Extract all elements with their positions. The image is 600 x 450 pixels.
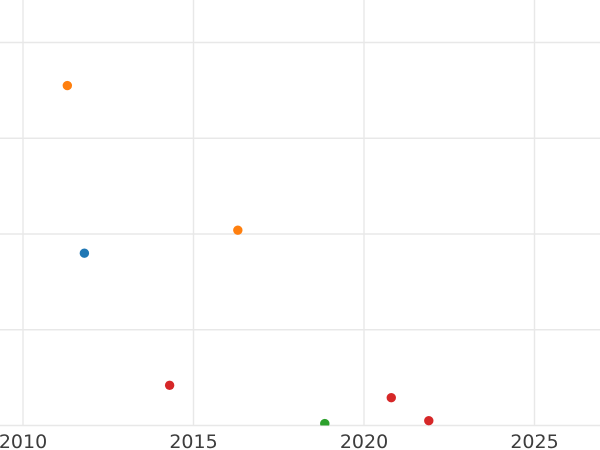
scatter-point-orange	[62, 80, 73, 91]
scatter-point-red	[424, 416, 434, 426]
y-gridlines	[0, 41, 600, 427]
scatter-point-orange	[233, 225, 243, 235]
x-tick-label: 2010	[0, 431, 47, 450]
x-tick-label: 2020	[340, 431, 388, 450]
x-tick-label: 2015	[169, 431, 217, 450]
scatter-points	[62, 80, 434, 426]
scatter-point-red	[164, 380, 175, 390]
scatter-point-green	[320, 418, 330, 426]
x-tick-label: 2025	[510, 431, 558, 450]
scatter-point-red	[386, 393, 396, 403]
x-tick-labels: 2010 2015 2020 2025	[0, 431, 559, 450]
scatter-point-blue	[79, 248, 90, 258]
x-gridlines	[22, 0, 536, 426]
